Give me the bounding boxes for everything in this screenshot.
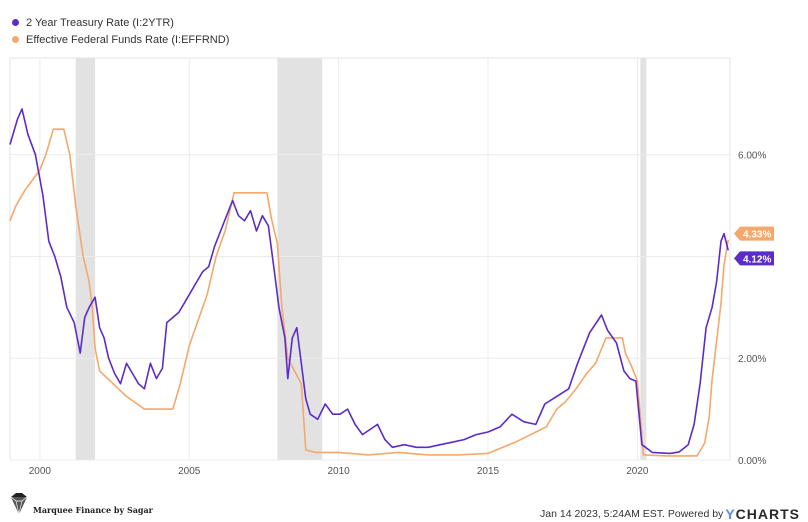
- plot-frame: [9, 57, 731, 461]
- legend-entry-fed-funds[interactable]: Effective Federal Funds Rate (I:EFFRND): [12, 31, 229, 48]
- y-tick-label-3: 6.00%: [738, 151, 766, 162]
- chart-legend: 2 Year Treasury Rate (I:2YTR) Effective …: [12, 14, 229, 48]
- recession-band-0: [75, 58, 96, 460]
- legend-label-2yr-treasury: 2 Year Treasury Rate (I:2YTR): [26, 16, 174, 29]
- legend-swatch-fed-funds: [12, 36, 19, 43]
- recession-band-1: [277, 58, 323, 460]
- x-tick-label-0: 2000: [29, 466, 52, 477]
- legend-swatch-2yr-treasury: [12, 19, 19, 26]
- chart-plot-area[interactable]: 0.00% 2.00% 6.00% 2000 2005 2010 2015 2020 4.12%…: [0, 0, 808, 500]
- legend-entry-2yr-treasury[interactable]: 2 Year Treasury Rate (I:2YTR): [12, 14, 229, 31]
- footer-timestamp: Jan 14 2023, 5:24AM EST. Powered by: [540, 508, 724, 520]
- y-tick-label-0: 0.00%: [738, 456, 766, 467]
- series-line-2yr-treasury: [9, 108, 729, 455]
- ycharts-brand[interactable]: YCHARTS: [725, 506, 800, 522]
- last-value-label-2yr-treasury: 4.12%: [743, 254, 771, 265]
- x-tick-label-2: 2010: [328, 466, 351, 477]
- recession-band-2: [640, 58, 647, 460]
- x-tick-label-4: 2020: [626, 466, 649, 477]
- ycharts-brand-y: Y: [725, 506, 736, 522]
- y-tick-label-1: 2.00%: [738, 354, 766, 365]
- logo-text: Marquee Finance by Sagar: [33, 505, 153, 515]
- ycharts-brand-rest: CHARTS: [735, 506, 800, 522]
- last-value-badge-fed-funds: [734, 226, 774, 241]
- diamond-logo-icon: [10, 493, 28, 515]
- last-value-label-fed-funds: 4.33%: [743, 230, 771, 241]
- x-tick-label-3: 2015: [477, 466, 500, 477]
- footer-logo: Marquee Finance by Sagar: [8, 492, 153, 516]
- x-tick-label-1: 2005: [178, 466, 201, 477]
- legend-label-fed-funds: Effective Federal Funds Rate (I:EFFRND): [26, 33, 230, 46]
- series-line-fed-funds: [9, 128, 729, 457]
- last-value-badge-2yr-treasury: [734, 251, 774, 266]
- footer-attribution: Jan 14 2023, 5:24AM EST. Powered by YCHA…: [540, 506, 800, 522]
